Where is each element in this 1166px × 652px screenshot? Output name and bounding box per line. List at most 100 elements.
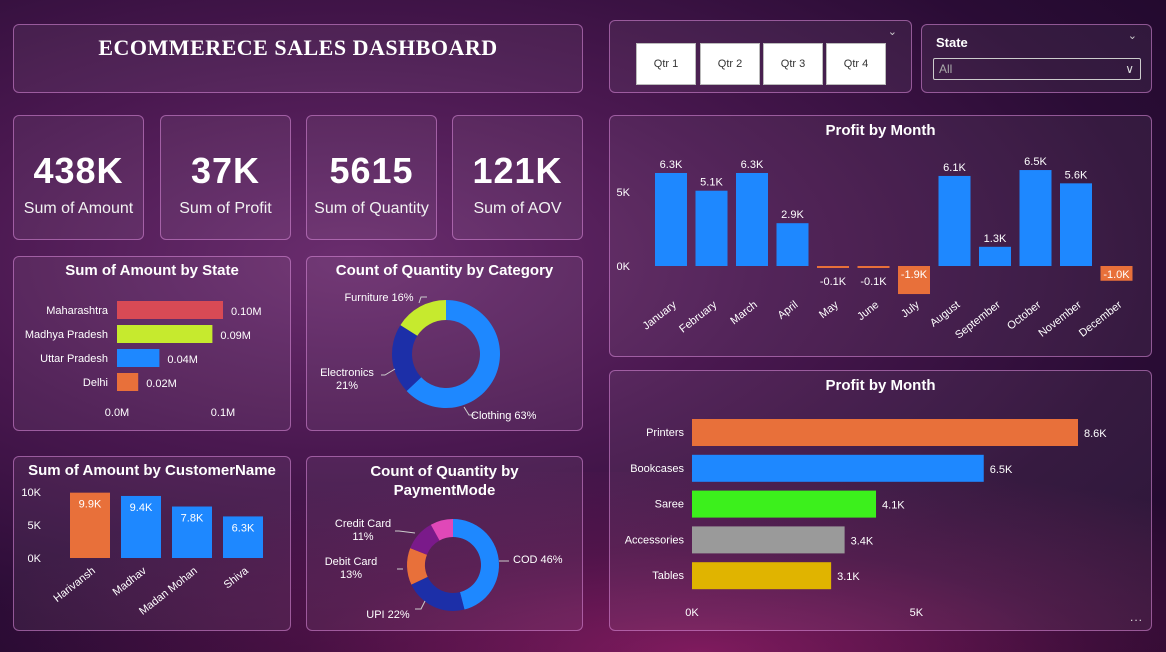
month-bar[interactable]: [898, 266, 930, 295]
paymentmode-slice[interactable]: [453, 519, 499, 610]
kpi-value: 5615: [329, 150, 414, 191]
subcategory-label: Saree: [655, 499, 684, 511]
category-slice[interactable]: [400, 300, 446, 336]
kpi-card-amount: 438K Sum of Amount: [13, 115, 144, 240]
customer-bar[interactable]: [223, 516, 263, 558]
profit-by-subcategory-chart: Printers 8.6K Bookcases 6.5K Saree 4.1K Access…: [625, 419, 1107, 619]
state-label: State: [936, 35, 968, 50]
month-category-label: September: [953, 299, 1003, 342]
paymentmode-slice[interactable]: [430, 519, 453, 541]
state-bar[interactable]: [117, 373, 139, 391]
amount-by-state-card: Sum of Amount by State Maharashtra 0.10M M…: [13, 256, 291, 431]
state-bar[interactable]: [117, 325, 213, 343]
quantity-by-category-chart: Clothing 63% Electronics 21% Furniture 16%: [320, 292, 537, 422]
month-bar[interactable]: [655, 173, 687, 266]
amount-by-customer-card: Sum of Amount by CustomerName 0K 5K 10K 9.9…: [13, 456, 291, 631]
month-data-label: 5.1K: [700, 177, 723, 189]
subcategory-bar[interactable]: [692, 419, 1078, 446]
qtr-1-button[interactable]: Qtr 1: [636, 43, 696, 85]
month-bar[interactable]: [1060, 183, 1092, 266]
state-data-label: 0.02M: [146, 378, 177, 390]
customer-category-label: Madhav: [111, 565, 150, 599]
customer-bar[interactable]: [70, 492, 110, 558]
state-dropdown[interactable]: All ∨: [933, 58, 1141, 80]
state-category-label: Madhya Pradesh: [25, 329, 108, 341]
month-bar[interactable]: [1019, 170, 1052, 266]
chevron-down-icon: ∨: [1125, 62, 1134, 76]
qtr-2-button[interactable]: Qtr 2: [700, 43, 760, 85]
kpi-value: 37K: [190, 150, 261, 191]
y-tick-label: 0K: [28, 553, 42, 565]
subcategory-bar[interactable]: [692, 454, 984, 482]
state-category-label: Maharashtra: [46, 305, 109, 317]
customer-category-label: Shiva: [222, 564, 252, 591]
kpi-card-quantity: 5615 Sum of Quantity: [306, 115, 437, 240]
paymentmode-slice[interactable]: [407, 548, 428, 585]
dashboard-title: ECOMMERECE SALES DASHBOARD: [98, 35, 498, 60]
subcategory-data-label: 3.1K: [837, 571, 860, 583]
customer-data-label: 6.3K: [232, 522, 255, 534]
category-slice[interactable]: [406, 300, 500, 408]
state-bar[interactable]: [117, 301, 223, 319]
month-data-label: 6.3K: [660, 159, 683, 171]
chart-title: Count of Quantity by Category: [335, 262, 554, 279]
subcategory-data-label: 3.4K: [851, 535, 874, 547]
month-data-label: -1.9K: [901, 269, 928, 281]
x-tick-label: 0.0M: [105, 407, 129, 419]
subcategory-data-label: 6.5K: [990, 464, 1013, 476]
state-bar[interactable]: [117, 349, 160, 367]
subcategory-bar[interactable]: [692, 490, 877, 518]
category-slice[interactable]: [392, 325, 422, 391]
month-data-label: 6.1K: [943, 162, 966, 174]
month-category-label: May: [817, 299, 841, 322]
kpi-card-profit: 37K Sum of Profit: [160, 115, 291, 240]
customer-data-label: 9.4K: [130, 502, 153, 514]
y-tick-label: 5K: [28, 520, 42, 532]
month-bar[interactable]: [776, 223, 809, 266]
subcategory-bar[interactable]: [692, 562, 832, 590]
y-tick-label: 10K: [21, 487, 41, 499]
month-bar[interactable]: [695, 190, 728, 266]
month-bar[interactable]: [817, 266, 849, 268]
amount-by-customer-chart: 0K5K10K9.9KHarivansh9.4KMadhav7.8KMadan …: [21, 487, 263, 618]
kpi-card-aov: 121K Sum of AOV: [452, 115, 583, 240]
month-data-label: -0.1K: [820, 276, 847, 288]
paymentmode-slice[interactable]: [410, 524, 440, 555]
month-bar[interactable]: [979, 246, 1011, 266]
more-options-icon[interactable]: ...: [1129, 610, 1143, 624]
state-dropdown-value: All: [939, 62, 953, 76]
leader-line: [395, 530, 416, 534]
chevron-down-icon[interactable]: ⌄: [1127, 30, 1137, 42]
subcategory-data-label: 8.6K: [1084, 428, 1107, 440]
month-bar[interactable]: [938, 175, 971, 266]
chevron-down-icon[interactable]: ⌄: [887, 26, 897, 38]
qtr-4-button[interactable]: Qtr 4: [826, 43, 886, 85]
customer-bar[interactable]: [172, 506, 212, 558]
chart-title: Profit by Month: [825, 122, 936, 139]
paymentmode-data-label: UPI 22%: [366, 609, 410, 621]
leader-line: [415, 600, 426, 610]
qtr-3-button[interactable]: Qtr 3: [763, 43, 823, 85]
month-data-label: -0.1K: [860, 276, 887, 288]
quarter-slicer: ⌄ Qtr 1 Qtr 2 Qtr 3 Qtr 4: [609, 20, 912, 93]
month-category-label: April: [776, 299, 801, 322]
paymentmode-slice[interactable]: [411, 576, 465, 611]
subcategory-label: Bookcases: [630, 463, 684, 475]
quantity-by-paymentmode-card: Count of Quantity by PaymentMode COD 46%…: [306, 456, 583, 631]
month-bar[interactable]: [857, 266, 890, 268]
subcategory-data-label: 4.1K: [882, 500, 905, 512]
month-bar[interactable]: [736, 173, 768, 266]
subcategory-bar[interactable]: [692, 526, 845, 554]
x-tick-label: 0K: [685, 607, 699, 619]
month-bar[interactable]: [1100, 266, 1133, 281]
state-data-label: 0.04M: [167, 354, 198, 366]
subcategory-label: Accessories: [625, 534, 685, 546]
month-data-label: 5.6K: [1065, 169, 1088, 181]
quantity-by-category-card: Count of Quantity by Category Clothing 6…: [306, 256, 583, 431]
month-category-label: November: [1036, 299, 1084, 340]
month-data-label: 6.5K: [1024, 156, 1047, 168]
customer-bar[interactable]: [121, 495, 161, 558]
leader-line: [381, 368, 396, 376]
state-category-label: Delhi: [83, 377, 108, 389]
paymentmode-data-label: Credit Card 11%: [335, 518, 391, 543]
